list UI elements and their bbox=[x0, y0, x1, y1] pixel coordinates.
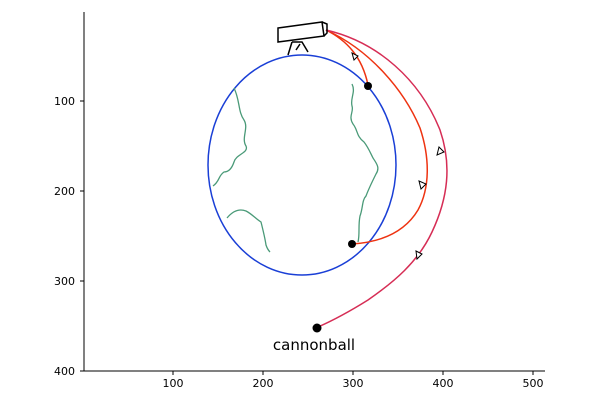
arrowhead-icon bbox=[418, 180, 427, 190]
x-ticks bbox=[172, 371, 534, 375]
axes: 100 200 300 400 500 100 200 300 400 bbox=[54, 12, 545, 390]
cannon-muzzle bbox=[321, 21, 328, 37]
left-coastline bbox=[212, 87, 248, 187]
y-tick-label-200: 200 bbox=[54, 185, 75, 198]
short-orbit-path bbox=[325, 29, 369, 86]
impact-point-medium bbox=[348, 240, 356, 248]
y-tick-label-400: 400 bbox=[54, 365, 75, 378]
direction-arrows bbox=[351, 52, 445, 261]
x-tick-label-100: 100 bbox=[163, 377, 184, 390]
medium-orbit-path bbox=[325, 29, 428, 245]
earth bbox=[207, 54, 397, 276]
trajectories bbox=[317, 29, 448, 328]
cannon-mount bbox=[287, 41, 309, 56]
impact-point-short bbox=[364, 82, 372, 90]
cannonball-marker bbox=[312, 323, 322, 333]
arrowhead-icon bbox=[351, 52, 359, 61]
cannon-barrel bbox=[277, 21, 325, 43]
arrowhead-icon bbox=[415, 250, 423, 261]
impact-points bbox=[312, 82, 372, 333]
cannonball-label: cannonball bbox=[273, 336, 355, 354]
x-tick-label-300: 300 bbox=[343, 377, 364, 390]
long-orbit-path bbox=[317, 29, 448, 328]
y-tick-label-300: 300 bbox=[54, 275, 75, 288]
x-tick-label-200: 200 bbox=[253, 377, 274, 390]
y-tick-label-100: 100 bbox=[54, 95, 75, 108]
earth-outline bbox=[207, 54, 397, 276]
y-ticks bbox=[80, 100, 84, 372]
right-coastline bbox=[350, 83, 379, 243]
arrowhead-icon bbox=[436, 146, 445, 156]
x-tick-label-500: 500 bbox=[523, 377, 544, 390]
bottom-left-coastline bbox=[226, 209, 271, 253]
x-tick-label-400: 400 bbox=[433, 377, 454, 390]
cannon-icon bbox=[277, 21, 328, 56]
